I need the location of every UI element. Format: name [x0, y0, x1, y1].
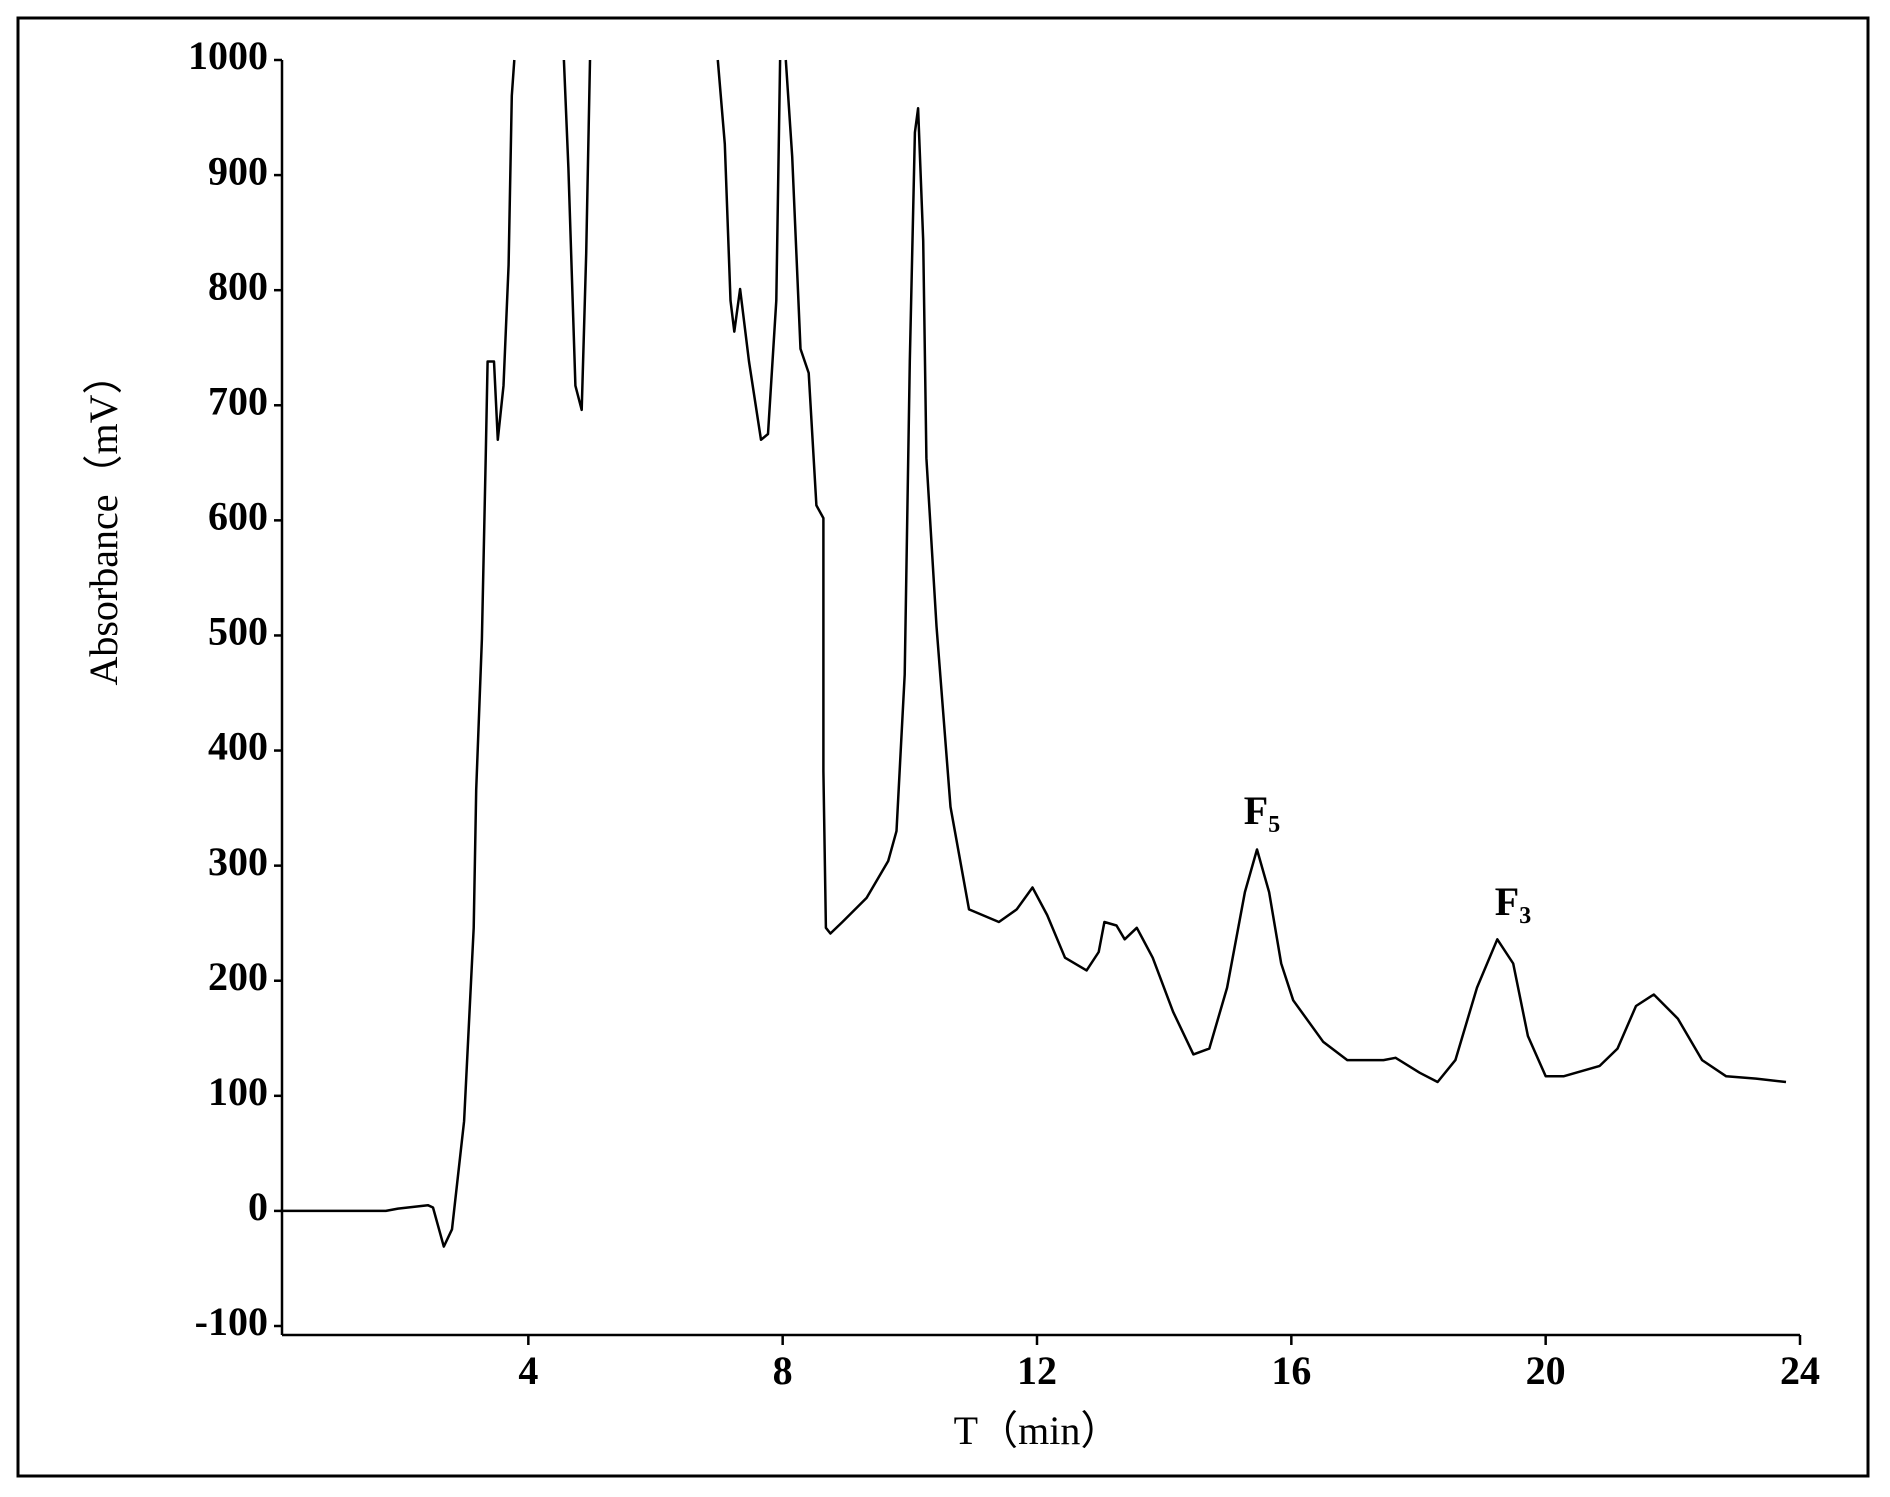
y-tick-label: 0 — [248, 1184, 268, 1229]
x-tick-label: 24 — [1780, 1348, 1820, 1393]
y-tick-label: 900 — [208, 148, 268, 193]
x-tick-label: 16 — [1271, 1348, 1311, 1393]
frame — [16, 16, 1870, 1478]
x-tick-label: 20 — [1526, 1348, 1566, 1393]
x-tick-label: 12 — [1017, 1348, 1057, 1393]
y-tick-label: 600 — [208, 494, 268, 539]
y-tick-label: 300 — [208, 839, 268, 884]
x-tick-label: 8 — [773, 1348, 793, 1393]
y-tick-label: -100 — [195, 1299, 268, 1344]
y-tick-label: 1000 — [188, 33, 268, 78]
y-tick-label: 800 — [208, 263, 268, 308]
y-tick-label: 700 — [208, 378, 268, 423]
y-tick-label: 200 — [208, 954, 268, 999]
x-axis-label: T（min） — [954, 1408, 1121, 1453]
y-axis-label: Absorbance（mV） — [81, 354, 126, 685]
peak-annotation: F₃ — [1495, 879, 1531, 924]
x-tick-label: 4 — [518, 1348, 538, 1393]
y-tick-label: 500 — [208, 609, 268, 654]
y-tick-label: 100 — [208, 1069, 268, 1114]
y-tick-label: 400 — [208, 724, 268, 769]
chromatogram-line — [280, 59, 1787, 1248]
peak-annotation: F₅ — [1244, 788, 1280, 833]
